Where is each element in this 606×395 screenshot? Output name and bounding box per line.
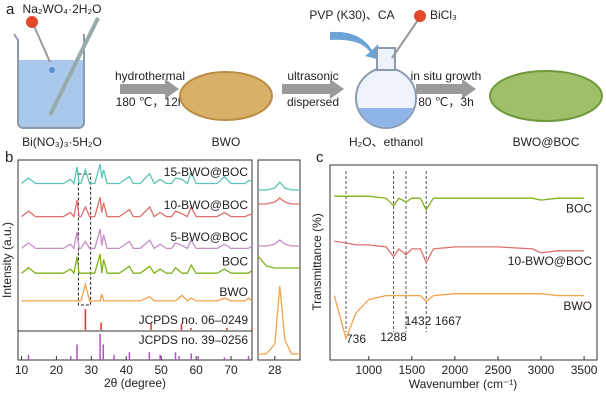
reference-label: JCPDS no. 39–0256 (139, 333, 249, 347)
precursor: Bi(NO₃)₃·5H₂O (22, 135, 102, 149)
x-tick-label: 3000 (528, 363, 555, 377)
x-tick-label: 70 (224, 363, 238, 377)
x-tick-label: 2000 (442, 363, 469, 377)
reference-label: JCPDS no. 06–0249 (139, 313, 249, 327)
x-tick-label: 3500 (571, 363, 598, 377)
series-label: 10-BWO@BOC (508, 254, 593, 268)
x-tick-label: 50 (155, 363, 169, 377)
solvent: H₂O、ethanol (349, 135, 423, 149)
step-method: ultrasonic (287, 69, 338, 83)
inset-frame (257, 159, 301, 361)
x-axis-label: Wavenumber (cm⁻¹) (409, 377, 518, 391)
y-axis-label: Intensity (a.u.) (0, 222, 14, 298)
series-line (334, 195, 585, 212)
x-tick-label: 60 (189, 363, 203, 377)
series-label: BOC (566, 201, 592, 215)
marker-label: 1432 (405, 314, 432, 328)
product: BWO (212, 135, 241, 149)
series-label: 10-BWO@BOC (164, 198, 249, 212)
step-condition: 180 ℃，12h (116, 95, 185, 109)
marker-label: 736 (346, 332, 366, 346)
panel-label: c (316, 149, 324, 166)
marker-label: 1667 (435, 314, 462, 328)
series-line (334, 240, 585, 265)
step-method: hydrothermal (115, 69, 185, 83)
marker-label: 1288 (380, 330, 407, 344)
step-method: in situ growth (411, 69, 482, 83)
series-line (21, 281, 253, 302)
x-axis-label: 2θ (degree) (104, 376, 166, 390)
series-line (21, 163, 252, 185)
series-line (258, 180, 300, 191)
y-axis-label: Transmittance (%) (310, 213, 324, 311)
plot-frame (329, 164, 598, 361)
x-tick-label: 10 (15, 363, 29, 377)
x-tick-label: 30 (85, 363, 99, 377)
additives: PVP (K30)、CA (309, 8, 394, 22)
step-condition: dispersed (287, 95, 339, 109)
series-label: BWO (219, 285, 248, 299)
series-line (21, 253, 253, 275)
series-line (258, 285, 300, 355)
flask (330, 10, 426, 129)
series-line (333, 293, 585, 341)
composite-powder (489, 70, 603, 122)
bismuth-source: BiCl₃ (430, 8, 457, 22)
x-tick-label: 28 (268, 363, 282, 377)
beaker (13, 16, 100, 129)
reagent: Na₂WO₄·2H₂O (23, 2, 102, 16)
x-tick-label: 1000 (355, 363, 382, 377)
step-condition: 80 ℃，3h (418, 95, 474, 109)
series-line (21, 197, 253, 219)
x-tick-label: 40 (120, 363, 134, 377)
series-label: BOC (222, 255, 248, 269)
x-tick-label: 20 (50, 363, 64, 377)
series-label: 5-BWO@BOC (170, 230, 248, 244)
series-line (21, 228, 253, 250)
series-line (257, 255, 300, 269)
series-line (258, 197, 300, 205)
panel-label: a (6, 1, 15, 18)
product: BWO@BOC (513, 135, 580, 149)
process-arrows (120, 79, 476, 99)
series-label: 15-BWO@BOC (164, 165, 249, 179)
bwo-powder (179, 71, 273, 121)
plot-frame (17, 159, 253, 361)
series-label: BWO (563, 299, 592, 313)
panel-label: b (5, 149, 13, 166)
series-line (258, 239, 300, 247)
x-tick-label: 1500 (398, 363, 425, 377)
x-tick-label: 2500 (485, 363, 512, 377)
